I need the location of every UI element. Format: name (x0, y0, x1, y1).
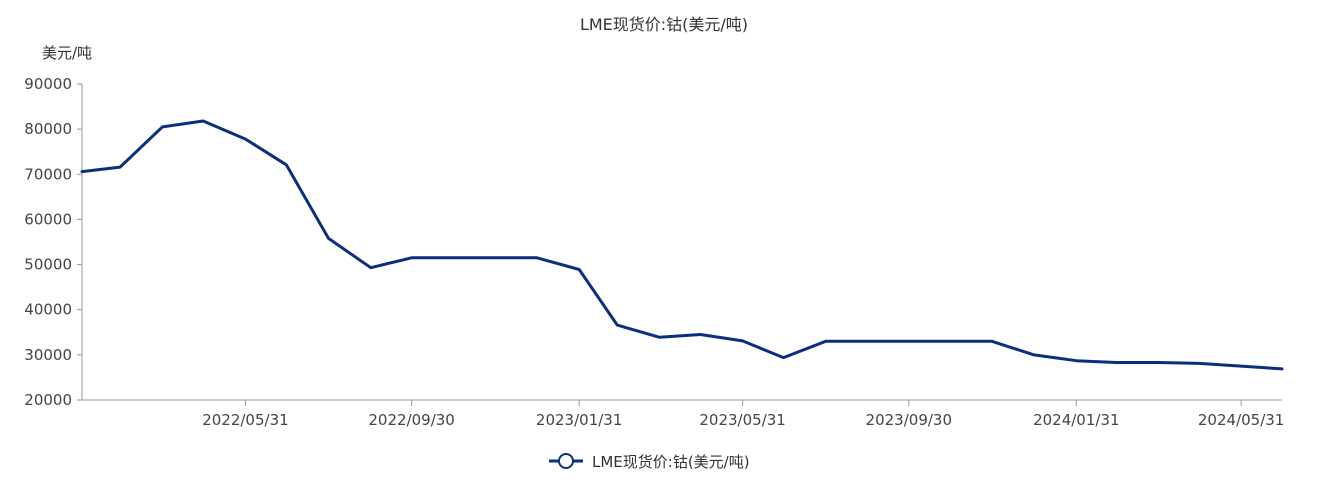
x-axis-ticks: 2022/05/31 2022/09/30 2023/01/31 2023/05/31… (202, 400, 1284, 429)
y-tick-label: 20000 (24, 391, 72, 409)
y-tick-label: 70000 (24, 165, 72, 183)
series-line-cobalt-price[interactable] (80, 119, 1284, 371)
y-tick-label: 80000 (24, 120, 72, 138)
y-tick-label: 50000 (24, 256, 72, 274)
y-tick-label: 40000 (24, 301, 72, 319)
legend-marker-icon (558, 453, 574, 469)
x-tick-label: 2022/09/30 (368, 411, 454, 429)
x-tick-label: 2023/09/30 (866, 411, 952, 429)
y-axis-unit: 美元/吨 (42, 44, 92, 62)
y-tick-label: 30000 (24, 346, 72, 364)
y-tick-label: 90000 (24, 75, 72, 93)
x-tick-label: 2023/05/31 (699, 411, 785, 429)
chart-title: LME现货价:钴(美元/吨) (580, 15, 748, 34)
y-tick-label: 60000 (24, 210, 72, 228)
legend[interactable]: LME现货价:钴(美元/吨) (549, 453, 750, 471)
y-axis-ticks: 90000 80000 70000 60000 50000 40000 30000 20000 (24, 75, 82, 409)
x-tick-label: 2024/01/31 (1033, 411, 1119, 429)
x-tick-label: 2022/05/31 (202, 411, 288, 429)
x-tick-label: 2023/01/31 (536, 411, 622, 429)
legend-label: LME现货价:钴(美元/吨) (592, 453, 750, 471)
x-tick-label: 2024/05/31 (1198, 411, 1284, 429)
series-group (80, 119, 1284, 371)
